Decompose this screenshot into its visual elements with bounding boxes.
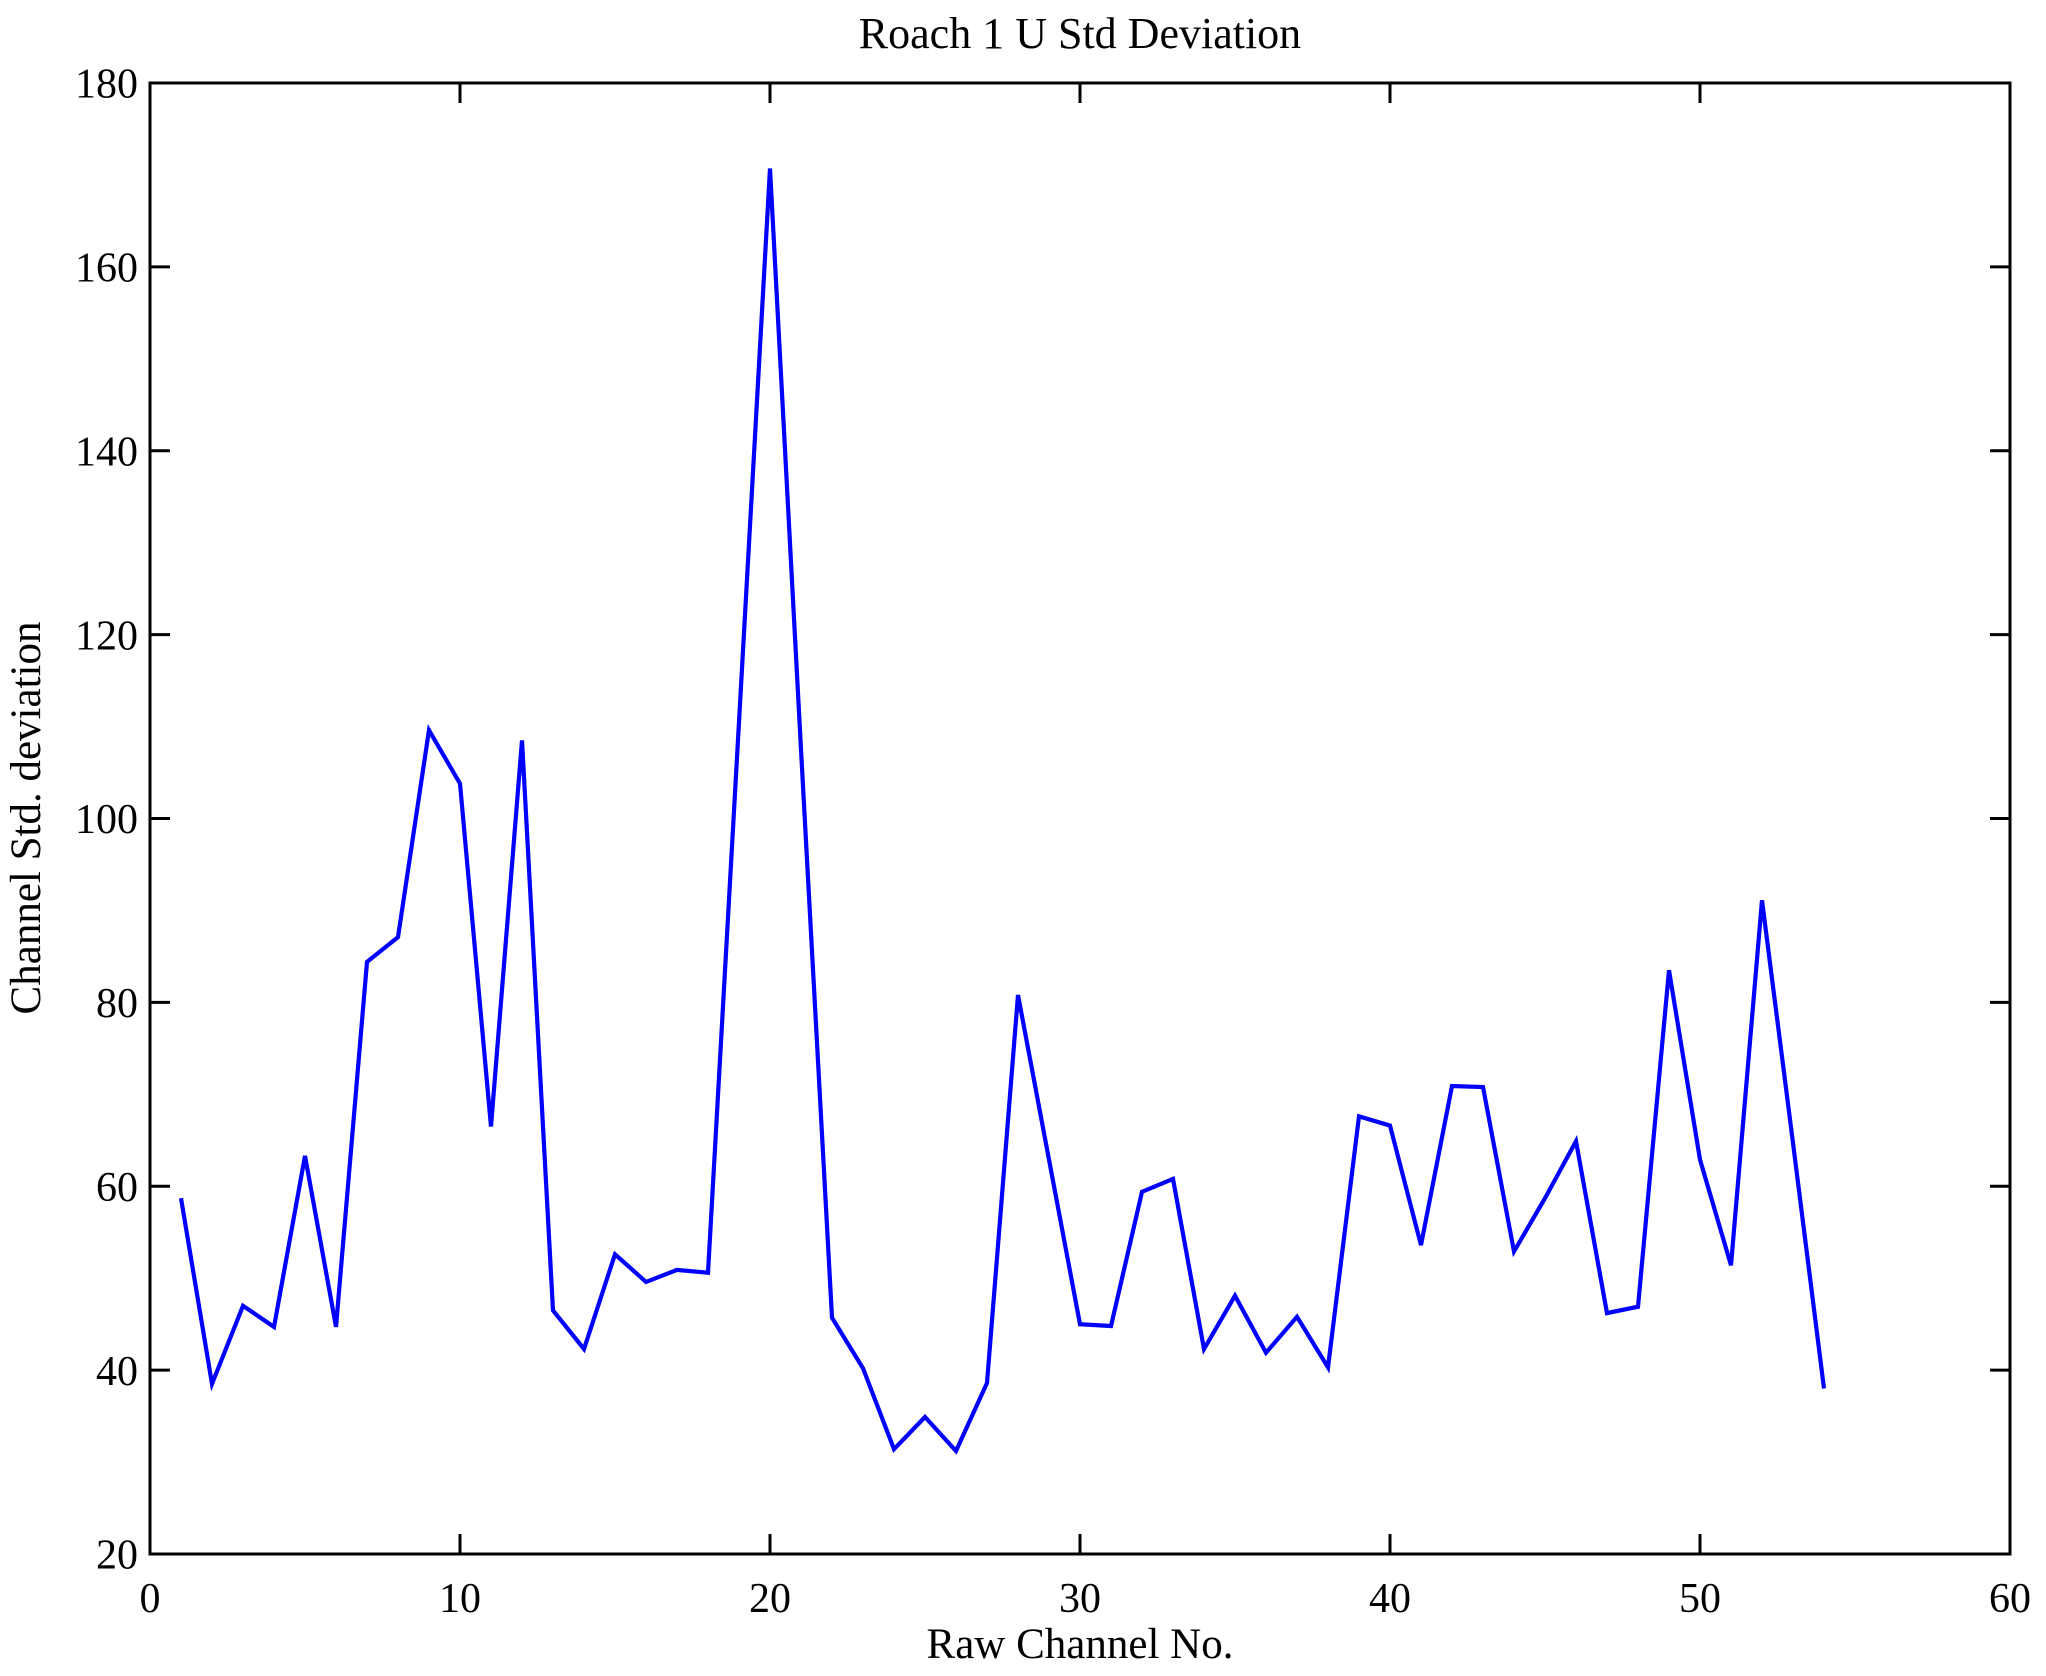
y-tick-label: 180 — [75, 62, 138, 108]
plot-border — [148, 81, 2012, 1556]
data-series-layer — [178, 168, 1827, 1455]
x-tick-label: 30 — [1059, 1576, 1101, 1622]
x-tick-label: 50 — [1679, 1576, 1721, 1622]
y-tick-label: 40 — [96, 1349, 138, 1395]
y-tick-label: 80 — [96, 981, 138, 1027]
x-axis-label: Raw Channel No. — [927, 1621, 1234, 1668]
x-tick-label: 20 — [749, 1576, 791, 1622]
x-tick-label: 0 — [140, 1576, 161, 1622]
y-tick-label: 140 — [75, 429, 138, 475]
y-tick-label: 60 — [96, 1165, 138, 1211]
x-tick-label: 40 — [1369, 1576, 1411, 1622]
y-tick-label: 120 — [75, 613, 138, 659]
y-tick-label: 160 — [75, 246, 138, 292]
y-axis-label: Channel Std. deviation — [3, 622, 50, 1015]
y-tick-label: 100 — [75, 797, 138, 843]
x-tick-label: 60 — [1989, 1576, 2031, 1622]
series-line-channel-std-deviation — [178, 168, 1827, 1455]
y-tick-label: 20 — [96, 1533, 138, 1579]
chart-title: Roach 1 U Std Deviation — [859, 9, 1301, 58]
x-tick-label: 10 — [439, 1576, 481, 1622]
axes-layer: 0 10 20 30 40 50 60 20 40 60 80 100 120 140 160 180 — [75, 62, 2031, 1622]
